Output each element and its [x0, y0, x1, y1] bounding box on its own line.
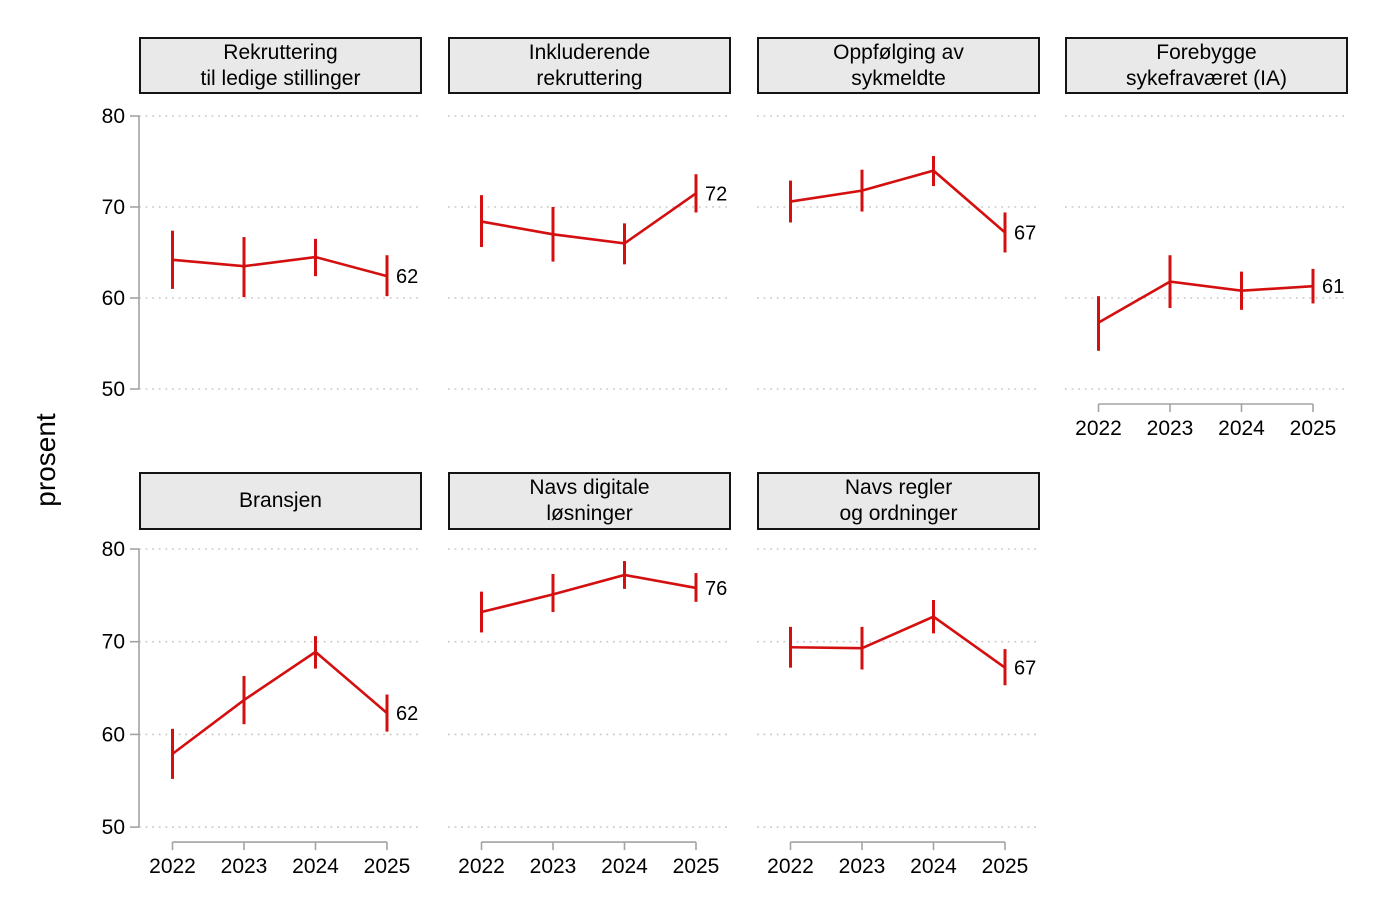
panel-title-line: sykefraværet (IA)	[1125, 66, 1288, 90]
y-tick-label: 80	[102, 538, 125, 561]
x-tick-label: 2023	[1147, 417, 1194, 440]
y-tick-label: 80	[102, 105, 125, 128]
gridlines	[139, 115, 422, 390]
gridlines	[139, 548, 422, 828]
trend-line	[172, 255, 388, 278]
y-tick-label: 50	[102, 378, 125, 401]
end-value-label: 62	[396, 703, 418, 725]
end-value-label: 67	[1014, 658, 1036, 680]
ci-bars	[171, 636, 389, 779]
trend-line	[481, 573, 697, 614]
x-axis: 2022 2023 2024 2025	[767, 841, 1029, 878]
x-tick-label: 2024	[292, 855, 339, 878]
end-value-label: 76	[705, 578, 727, 600]
panel-title-line: til ledige stillinger	[200, 66, 361, 90]
ci-bars	[480, 174, 698, 265]
x-axis: 2022 2023 2024 2025	[1075, 403, 1337, 440]
x-tick-label: 2024	[601, 855, 648, 878]
x-axis: 2022 2023 2024 2025	[149, 841, 411, 878]
y-tick-label: 60	[102, 287, 125, 310]
panel-title-line: rekruttering	[536, 66, 643, 90]
gridlines	[448, 548, 731, 828]
panel-title-line: Bransjen	[239, 489, 322, 513]
panel-title-line: løsninger	[546, 502, 633, 525]
x-tick-label: 2022	[767, 855, 814, 878]
panel-title-line: Rekruttering	[223, 40, 338, 64]
trend-line	[1097, 280, 1314, 324]
x-tick-label: 2025	[673, 855, 720, 878]
panel-header-0: Rekruttering til ledige stillinger	[139, 37, 422, 94]
panel-plot-2: 67	[757, 115, 1040, 390]
x-tick-label: 2025	[982, 855, 1029, 878]
trend-line	[790, 169, 1006, 234]
x-tick-label: 2022	[149, 855, 196, 878]
x-axis: 2022 2023 2024 2025	[458, 841, 720, 878]
x-tick-label: 2025	[1290, 417, 1337, 440]
panel-plot-4: 80 70 60 50 2022 2023 2024 2025 62	[102, 538, 422, 878]
panel-title-line: Forebygge	[1156, 40, 1257, 64]
panel-plot-1: 72	[448, 115, 731, 390]
gridlines	[1065, 115, 1348, 390]
ci-bars	[480, 561, 698, 633]
panel-title-line: Navs regler	[844, 476, 953, 500]
gridlines	[757, 115, 1040, 390]
gridlines	[448, 115, 731, 390]
panel-plot-5: 2022 2023 2024 2025 76	[448, 548, 731, 878]
panel-title-line: Oppfølging av	[833, 40, 964, 64]
x-tick-label: 2024	[1218, 417, 1265, 440]
panel-plot-3: 2022 2023 2024 2025 61	[1065, 115, 1348, 440]
x-tick-label: 2023	[839, 855, 886, 878]
panel-title-line: sykmeldte	[851, 66, 946, 90]
x-tick-label: 2024	[910, 855, 957, 878]
x-tick-label: 2023	[530, 855, 577, 878]
y-tick-label: 60	[102, 723, 125, 746]
panel-header-4: Bransjen	[139, 472, 422, 530]
trend-line	[790, 615, 1006, 669]
panel-header-3: Forebygge sykefraværet (IA)	[1065, 37, 1348, 94]
y-axis: 80 70 60 50	[102, 538, 140, 839]
x-tick-label: 2025	[364, 855, 411, 878]
panel-title-line: Inkluderende	[528, 40, 651, 64]
trend-line	[171, 650, 388, 755]
end-value-label: 72	[705, 183, 727, 205]
panel-plot-6: 2022 2023 2024 2025 67	[757, 548, 1040, 878]
x-tick-label: 2022	[458, 855, 505, 878]
x-tick-label: 2022	[1075, 417, 1122, 440]
panel-title-line: Navs digitale	[529, 476, 650, 500]
panel-header-6: Navs regler og ordninger	[757, 472, 1040, 530]
end-value-label: 61	[1322, 276, 1344, 298]
gridlines	[757, 548, 1040, 828]
panel-header-2: Oppfølging av sykmeldte	[757, 37, 1040, 94]
y-tick-label: 70	[102, 196, 125, 219]
y-axis-title: prosent	[30, 413, 61, 507]
panel-header-1: Inkluderende rekruttering	[448, 37, 731, 94]
y-tick-label: 70	[102, 631, 125, 654]
panel-header-5: Navs digitale løsninger	[448, 472, 731, 530]
end-value-label: 62	[396, 266, 418, 288]
y-axis: 80 70 60 50	[102, 105, 140, 401]
x-tick-label: 2023	[221, 855, 268, 878]
panel-plot-0: 80 70 60 50 62	[102, 105, 422, 401]
y-tick-label: 50	[102, 816, 125, 839]
panel-title-line: og ordninger	[839, 502, 958, 525]
ci-bars	[789, 599, 1007, 686]
end-value-label: 67	[1014, 222, 1036, 244]
trend-line	[481, 192, 697, 245]
